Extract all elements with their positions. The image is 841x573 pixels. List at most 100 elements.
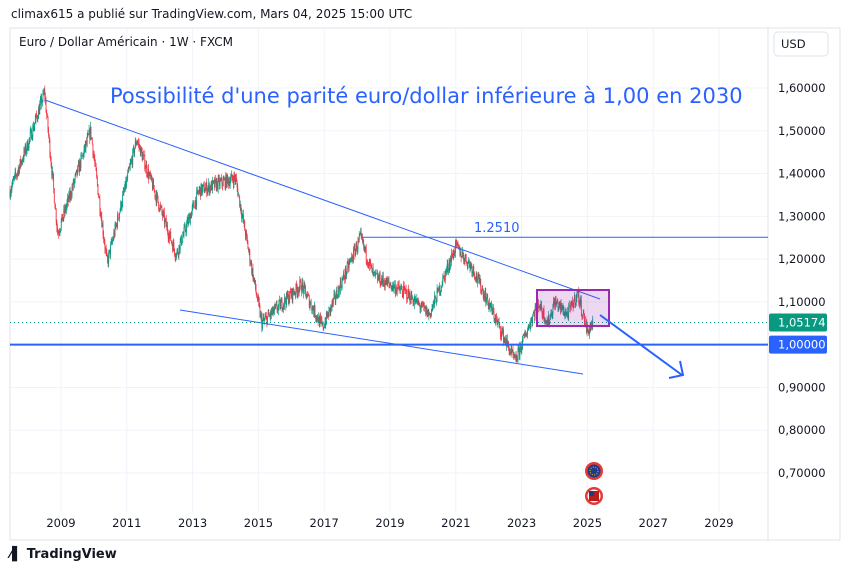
range-box xyxy=(536,289,610,327)
y-tick-label: 1,60000 xyxy=(778,81,826,95)
candle-body xyxy=(439,291,441,294)
candle-body xyxy=(375,271,377,274)
candle-body xyxy=(513,354,515,356)
candle-body xyxy=(277,310,279,311)
eu-flag-icon[interactable] xyxy=(585,462,603,480)
currency-button[interactable] xyxy=(773,31,829,57)
candle-body xyxy=(472,271,473,274)
candle-body xyxy=(308,294,310,296)
candle-body xyxy=(353,247,355,249)
candle-body xyxy=(549,319,551,324)
candle-body xyxy=(474,277,476,280)
candle-body xyxy=(153,180,155,190)
candle-body xyxy=(515,355,517,361)
candle-body xyxy=(486,298,487,304)
candle-body xyxy=(172,242,174,251)
candle-body xyxy=(234,177,236,181)
candle-body xyxy=(203,184,205,185)
candle-body xyxy=(433,301,435,305)
x-tick-label: 2027 xyxy=(639,516,668,530)
candle-body xyxy=(458,245,459,249)
candle-body xyxy=(16,174,18,176)
candle-body xyxy=(110,244,112,256)
candle-body xyxy=(220,180,222,181)
candle-body xyxy=(443,275,445,277)
candle-body xyxy=(518,346,520,356)
candle-body xyxy=(226,174,228,187)
candle-body xyxy=(298,287,300,293)
candle-body xyxy=(259,305,261,317)
candle-body xyxy=(459,246,461,256)
candle-body xyxy=(136,142,137,146)
candle-body xyxy=(533,312,535,314)
candle-body xyxy=(26,150,27,153)
candle-body xyxy=(337,296,339,298)
candle-body xyxy=(516,359,518,361)
candle-body xyxy=(224,178,225,180)
tradingview-logo[interactable]: ⁄▌ TradingView xyxy=(10,547,117,562)
candle-body xyxy=(505,338,506,343)
candle-body xyxy=(27,148,29,151)
candle-body xyxy=(238,194,240,197)
candle-body xyxy=(452,256,454,259)
level-label: 1.2510 xyxy=(474,221,520,236)
candle-body xyxy=(487,301,489,309)
candle-body xyxy=(12,179,14,181)
candle-body xyxy=(369,259,371,264)
candle-body xyxy=(455,240,457,242)
candle-body xyxy=(36,116,38,119)
candle-body xyxy=(504,338,506,339)
candle-body xyxy=(467,263,468,268)
candle-body xyxy=(179,245,180,251)
candle-body xyxy=(227,178,229,185)
candle-body xyxy=(589,329,590,335)
x-tick-label: 2029 xyxy=(704,516,733,530)
candle-body xyxy=(53,188,55,203)
candle-body xyxy=(113,232,115,236)
candle-body xyxy=(255,280,256,290)
candle-body xyxy=(296,283,298,289)
candle-body xyxy=(442,275,444,277)
candle-body xyxy=(492,307,494,315)
candle-body xyxy=(260,313,261,317)
candle-body xyxy=(94,159,96,163)
candle-body xyxy=(17,168,19,172)
us-flag-icon[interactable] xyxy=(585,487,603,505)
candle-body xyxy=(336,290,338,297)
candle-body xyxy=(366,260,368,262)
y-tick-label: 0,90000 xyxy=(778,380,826,394)
candle-body xyxy=(332,300,334,304)
candle-body xyxy=(331,305,332,308)
candle-body xyxy=(372,268,373,273)
candle-body xyxy=(541,301,542,311)
candle-body xyxy=(157,193,158,196)
candle-body xyxy=(377,273,378,281)
candle-body xyxy=(457,242,459,246)
candle-body xyxy=(428,312,430,316)
candle-body xyxy=(412,298,414,304)
parity-price-badge-text: 1,00000 xyxy=(778,338,826,352)
candle-body xyxy=(345,268,347,276)
candle-body xyxy=(425,306,427,315)
candle-body xyxy=(43,92,44,94)
candle-body xyxy=(215,180,217,190)
candle-body xyxy=(333,294,335,299)
candle-body xyxy=(115,223,117,227)
candle-body xyxy=(475,273,477,280)
candle-body xyxy=(310,301,312,309)
candle-body xyxy=(84,144,86,149)
candle-body xyxy=(298,290,299,293)
candle-body xyxy=(194,206,196,209)
candle-body xyxy=(408,292,410,297)
candle-body xyxy=(534,312,535,317)
candle-body xyxy=(100,216,102,217)
candle-body xyxy=(204,191,206,193)
candle-body xyxy=(129,163,131,167)
candle-body xyxy=(495,317,497,323)
candle-body xyxy=(250,262,252,265)
candle-body xyxy=(213,180,215,182)
candle-body xyxy=(101,216,103,227)
candle-body xyxy=(418,301,420,304)
candle-body xyxy=(225,175,227,188)
